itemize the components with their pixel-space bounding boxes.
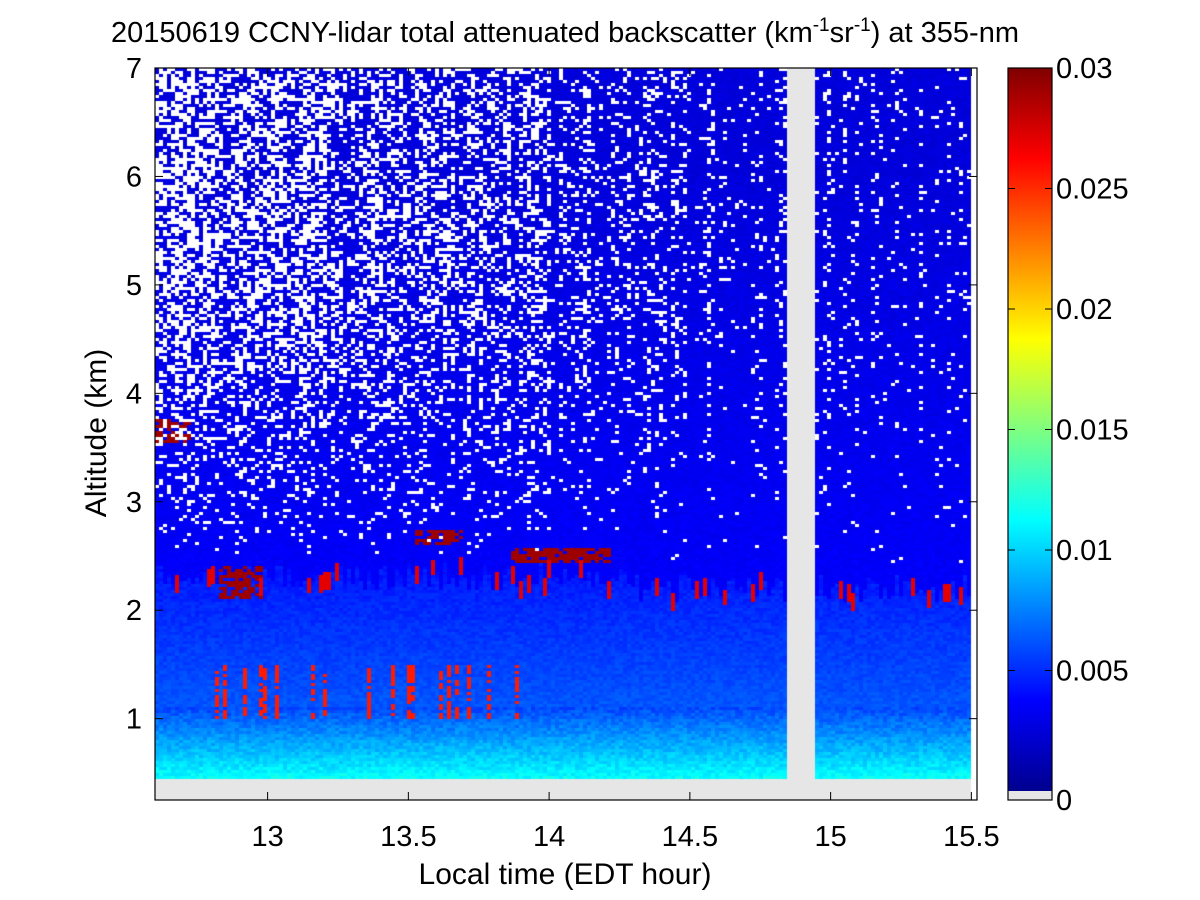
y-tick-label: 5 bbox=[126, 270, 142, 302]
plot-frame bbox=[154, 67, 978, 801]
x-tick-label: 15 bbox=[814, 821, 846, 853]
colorbar-tick-label: 0.005 bbox=[1056, 656, 1129, 688]
colorbar-tick-label: 0.02 bbox=[1056, 294, 1112, 326]
colorbar-gradient bbox=[1008, 68, 1052, 791]
colorbar-tick-label: 0.015 bbox=[1056, 415, 1129, 447]
y-axis-label: Altitude (km) bbox=[80, 349, 113, 517]
x-tick-label: 13 bbox=[251, 821, 283, 853]
x-tick-label: 13.5 bbox=[380, 821, 436, 853]
y-tick-label: 3 bbox=[126, 487, 142, 519]
colorbar: 0 0.005 0.01 0.015 0.02 0.025 0.03 bbox=[1007, 53, 1129, 817]
colorbar-ticks: 0 0.005 0.01 0.015 0.02 0.025 0.03 bbox=[1008, 53, 1129, 817]
y-axis-ticks: 1 2 3 4 5 6 7 bbox=[126, 53, 977, 736]
y-tick-label: 6 bbox=[126, 161, 142, 193]
x-tick-label: 14 bbox=[533, 821, 565, 853]
colorbar-tick-label: 0.03 bbox=[1056, 53, 1112, 85]
heatmap-raster bbox=[155, 68, 977, 800]
x-axis-ticks: 13 13.5 14 14.5 15 15.5 bbox=[251, 68, 1000, 853]
x-axis-label: Local time (EDT hour) bbox=[419, 858, 712, 891]
colorbar-tick-label: 0.025 bbox=[1056, 174, 1129, 206]
y-tick-label: 7 bbox=[126, 53, 142, 85]
x-tick-label: 14.5 bbox=[662, 821, 718, 853]
x-tick-label: 15.5 bbox=[943, 821, 999, 853]
y-tick-label: 4 bbox=[126, 378, 142, 410]
y-tick-label: 2 bbox=[126, 595, 142, 627]
colorbar-frame bbox=[1007, 67, 1053, 801]
y-tick-label: 1 bbox=[126, 704, 142, 736]
colorbar-tick-label: 0.01 bbox=[1056, 535, 1112, 567]
backscatter-heatmap bbox=[155, 68, 977, 800]
colorbar-tick-label: 0 bbox=[1056, 785, 1072, 817]
chart-title: 20150619 CCNY-lidar total attenuated bac… bbox=[111, 15, 1019, 49]
colorbar-nodata-swatch bbox=[1008, 791, 1052, 800]
plot-area: 13 13.5 14 14.5 15 15.5 1 2 3 4 5 6 7 bbox=[126, 53, 1000, 853]
